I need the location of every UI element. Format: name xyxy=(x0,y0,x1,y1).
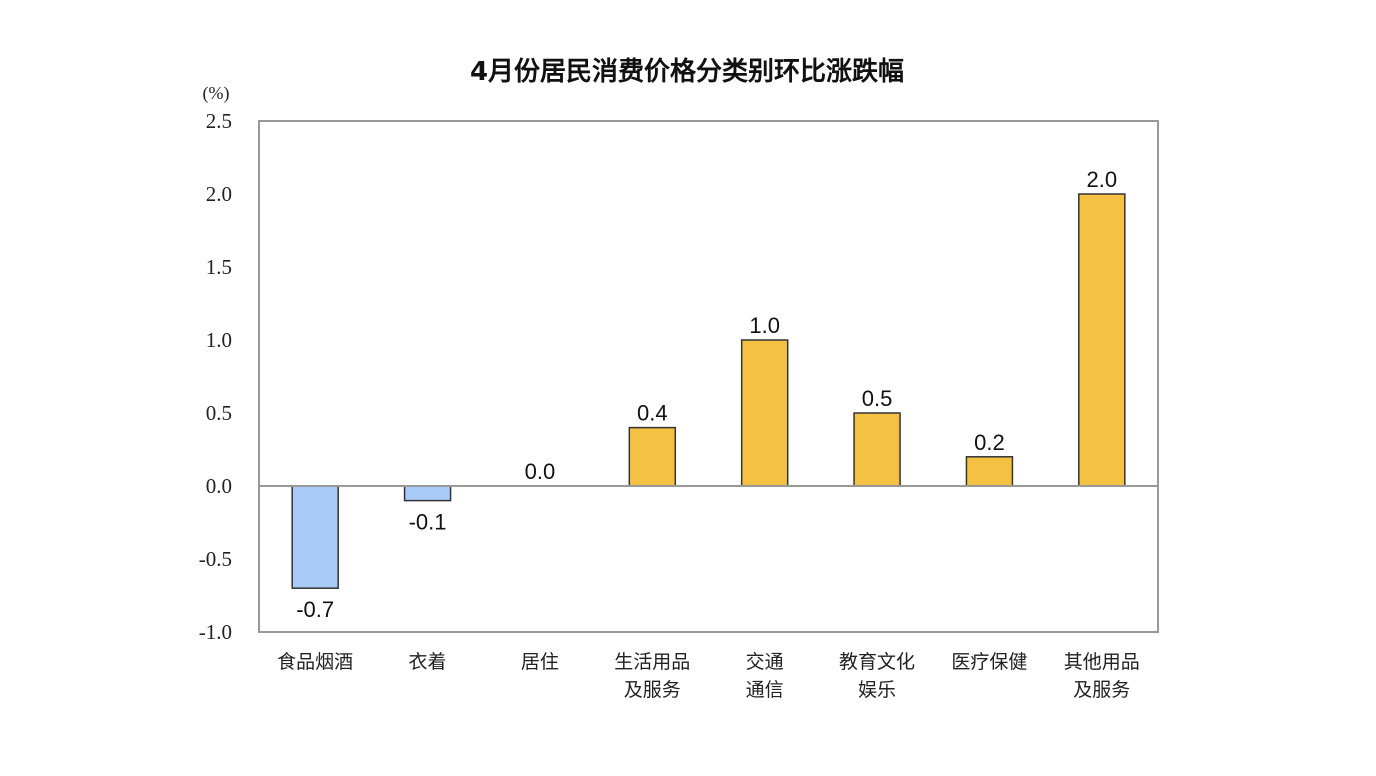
y-tick-label: 0.0 xyxy=(206,474,232,498)
y-tick-label: 2.0 xyxy=(206,182,232,206)
bar xyxy=(628,426,677,487)
bar xyxy=(853,412,901,487)
data-label: 0.5 xyxy=(862,386,893,411)
data-label: 2.0 xyxy=(1087,167,1118,192)
y-tick-label: -1.0 xyxy=(199,620,232,644)
bar xyxy=(1078,193,1126,487)
x-category-label: 通信 xyxy=(746,679,784,701)
plot-area: 2.5 2.0 1.5 1.0 0.5 0.0 -0.5 -1.0 -0.7 -0.1 0.0 0.4… xyxy=(199,109,1159,701)
data-label: -0.1 xyxy=(409,510,447,535)
y-tick-label: 1.0 xyxy=(206,328,232,352)
x-category-label: 交通 xyxy=(746,651,784,673)
x-category-label: 医疗保健 xyxy=(951,651,1027,673)
x-category-label: 及服务 xyxy=(624,679,681,701)
data-label: 0.0 xyxy=(525,459,556,484)
x-category-label: 食品烟酒 xyxy=(277,651,353,673)
data-label: 0.4 xyxy=(637,401,668,426)
data-label: 1.0 xyxy=(749,313,780,338)
y-tick-label: 1.5 xyxy=(206,255,232,279)
bar xyxy=(740,339,789,487)
bar xyxy=(403,485,452,502)
unit-label: (%) xyxy=(203,83,230,104)
bar xyxy=(291,485,339,589)
chart-title: 4月份居民消费价格分类别环比涨跌幅 xyxy=(470,56,904,87)
x-category-label: 生活用品 xyxy=(614,651,690,673)
y-tick-label: 0.5 xyxy=(206,401,232,425)
data-label: -0.7 xyxy=(296,597,334,622)
plot-frame xyxy=(258,120,1159,633)
y-tick-label: -0.5 xyxy=(199,547,232,571)
x-category-label: 衣着 xyxy=(409,651,447,673)
data-label: 0.2 xyxy=(974,430,1005,455)
x-category-label: 及服务 xyxy=(1073,679,1130,701)
bar xyxy=(965,456,1014,487)
y-tick-label: 2.5 xyxy=(206,109,232,133)
x-category-label: 居住 xyxy=(521,651,559,673)
x-category-label: 教育文化 xyxy=(839,651,915,673)
x-category-label: 娱乐 xyxy=(858,679,896,701)
x-category-label: 其他用品 xyxy=(1064,651,1140,673)
